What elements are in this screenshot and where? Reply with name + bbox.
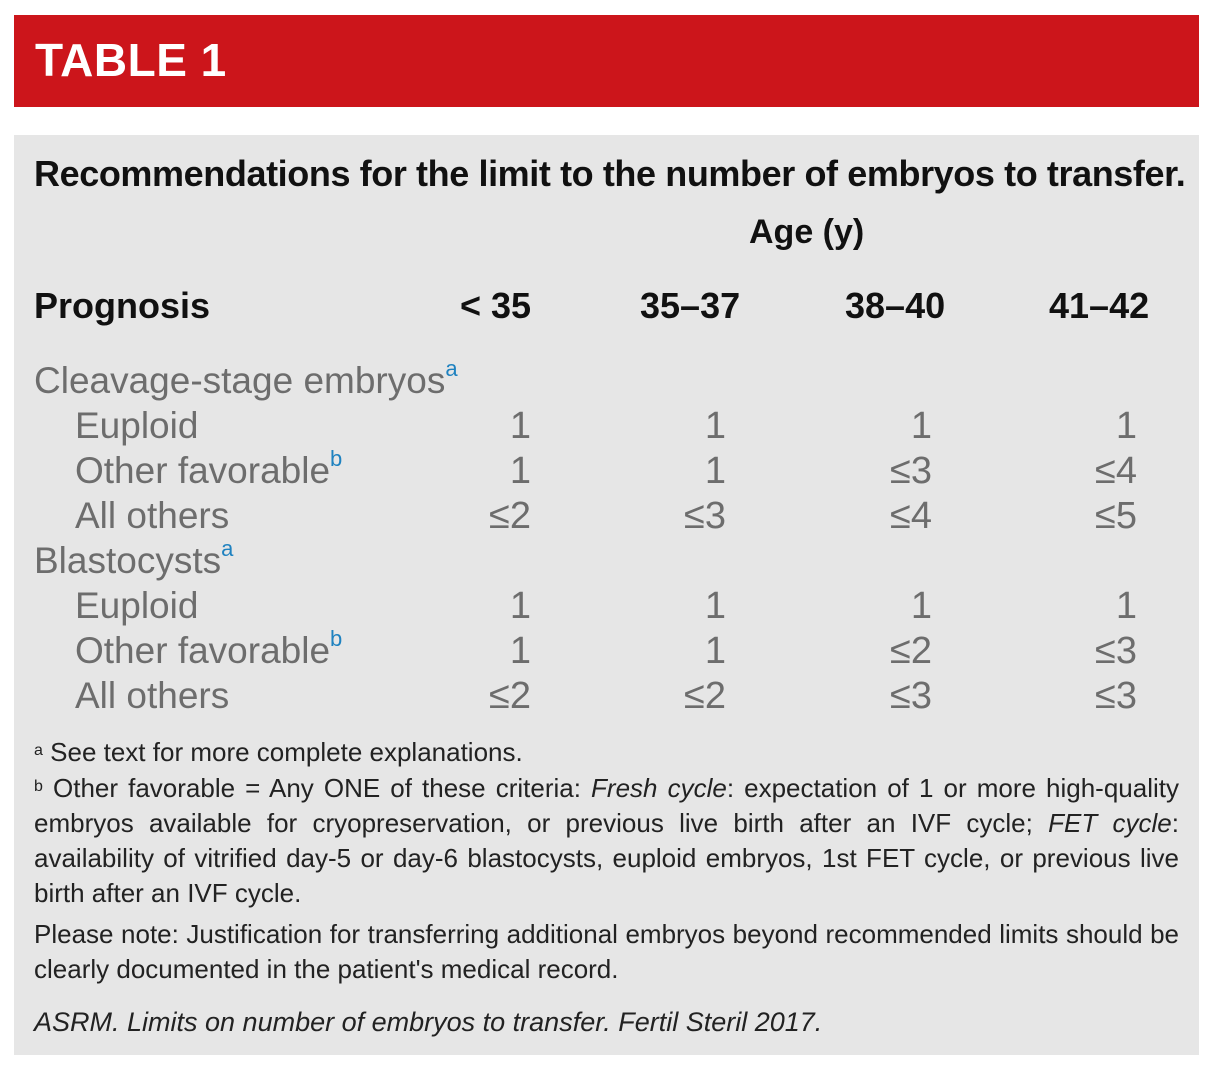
row-label: Other favorableb	[75, 446, 343, 491]
table-cell: ≤4	[890, 495, 932, 537]
row-label: Other favorableb	[75, 626, 343, 671]
table-cell: ≤3	[684, 495, 726, 537]
table-row: All others ≤2 ≤3 ≤4 ≤5	[14, 495, 1199, 540]
footnote-marker: b	[330, 626, 343, 651]
footnote-mark: b	[34, 778, 43, 795]
table-cell: 1	[1115, 585, 1137, 627]
table-cell: 1	[704, 450, 726, 492]
footnote-marker: b	[330, 446, 343, 471]
table-cell: ≤3	[1095, 675, 1137, 717]
footnote-a: a See text for more complete explanation…	[34, 735, 1179, 770]
citation: ASRM. Limits on number of embryos to tra…	[34, 1007, 823, 1037]
table-row: Euploid 1 1 1 1	[14, 585, 1199, 630]
table-cell: 1	[509, 450, 531, 492]
column-header: 41–42	[1049, 285, 1150, 326]
table-banner: TABLE 1	[14, 15, 1199, 107]
table-cell: ≤2	[684, 675, 726, 717]
group-label: Cleavage-stage embryosa	[34, 356, 458, 401]
table-cell: 1	[910, 405, 932, 447]
footnote-mark: a	[34, 742, 43, 759]
column-header: 35–37	[640, 285, 741, 326]
table-cell: 1	[704, 630, 726, 672]
table-panel: Recommendations for the limit to the num…	[14, 135, 1199, 1055]
table-row: Euploid 1 1 1 1	[14, 405, 1199, 450]
table-cell: 1	[704, 405, 726, 447]
table-cell: ≤4	[1095, 450, 1137, 492]
row-label: Euploid	[75, 405, 199, 446]
row-label: Euploid	[75, 585, 199, 626]
group-row-blastocysts: Blastocystsa	[14, 536, 1199, 585]
table-row: All others ≤2 ≤2 ≤3 ≤3	[14, 675, 1199, 720]
footnote-b: b Other favorable = Any ONE of these cri…	[34, 773, 1179, 908]
table-cell: 1	[509, 585, 531, 627]
table-row: Other favorableb 1 1 ≤3 ≤4	[14, 446, 1199, 495]
table-cell: ≤3	[1095, 630, 1137, 672]
table-row: Other favorableb 1 1 ≤2 ≤3	[14, 626, 1199, 675]
row-label: All others	[75, 675, 230, 716]
please-note: Please note: Justification for transferr…	[34, 919, 1179, 984]
table-cell: 1	[1115, 405, 1137, 447]
table-cell: ≤3	[890, 450, 932, 492]
fet-cycle-term: FET cycle	[1048, 808, 1172, 838]
group-label: Blastocystsa	[34, 536, 234, 581]
table-cell: ≤3	[890, 675, 932, 717]
footnote-text: See text for more complete explanations.	[50, 737, 523, 767]
column-header: < 35	[460, 285, 532, 326]
table-cell: 1	[509, 630, 531, 672]
footnote-marker: a	[221, 536, 234, 561]
column-header: 38–40	[845, 285, 946, 326]
table-caption: Recommendations for the limit to the num…	[34, 153, 1186, 194]
table-cell: ≤2	[890, 630, 932, 672]
table-cell: 1	[910, 585, 932, 627]
table-cell: 1	[509, 405, 531, 447]
table-cell: ≤2	[489, 495, 531, 537]
group-row-cleavage: Cleavage-stage embryosa	[14, 356, 1199, 405]
table-cell: 1	[704, 585, 726, 627]
row-label: All others	[75, 495, 230, 536]
footnote-marker: a	[445, 356, 458, 381]
row-header-prognosis: Prognosis	[34, 285, 211, 326]
fresh-cycle-term: Fresh cycle	[591, 773, 727, 803]
table-cell: ≤5	[1095, 495, 1137, 537]
table-cell: ≤2	[489, 675, 531, 717]
banner-title: TABLE 1	[35, 34, 227, 86]
age-label: Age (y)	[749, 213, 865, 251]
